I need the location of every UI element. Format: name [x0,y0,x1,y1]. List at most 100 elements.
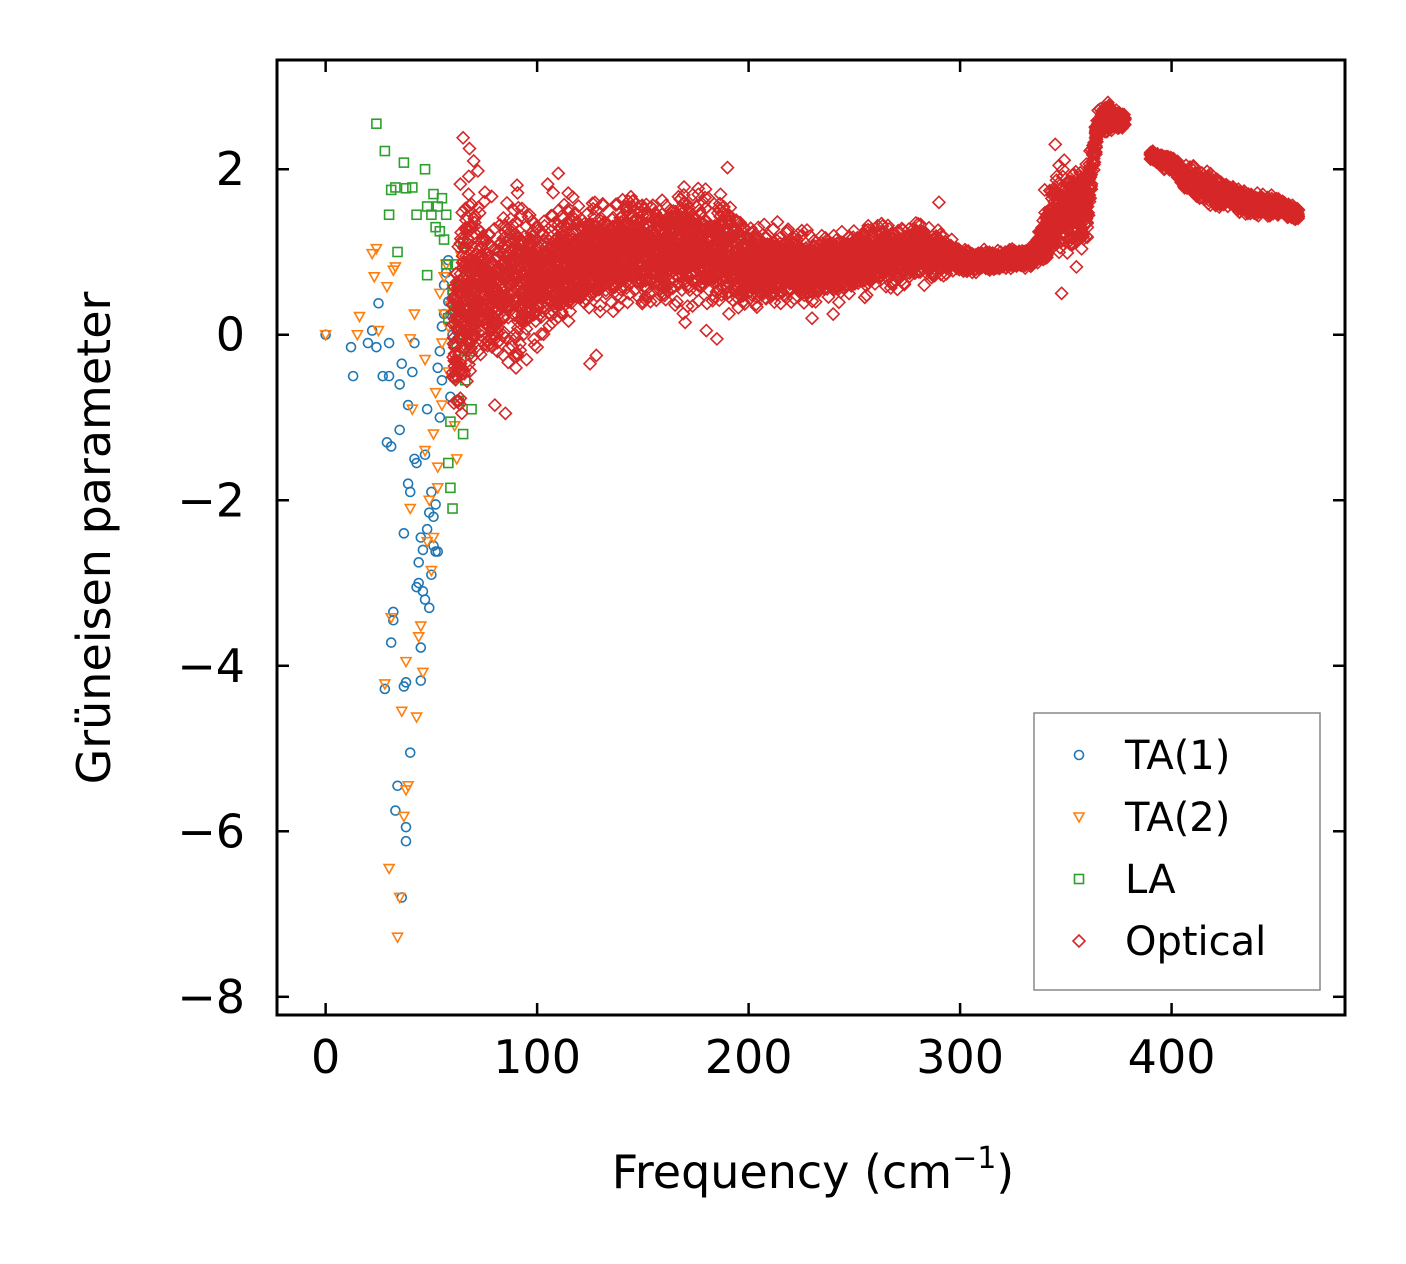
data-point [437,309,451,321]
data-point [418,445,432,458]
optical-point [705,272,720,287]
optical-point [447,290,462,306]
optical-point [635,214,650,229]
optical-point [775,285,790,300]
data-point [383,370,395,382]
optical-point [692,235,707,250]
optical-point [581,300,597,315]
data-point [431,483,445,495]
optical-point [519,251,534,266]
data-point [429,387,442,400]
optical-point [788,238,803,253]
optical-point [676,179,692,195]
optical-point [803,228,818,244]
data-point [400,182,412,194]
data-point [426,209,437,221]
optical-point [619,274,635,289]
data-point [436,374,448,386]
optical-point [834,224,850,239]
optical-point [1036,243,1052,259]
data-point [371,118,382,130]
optical-point [517,229,532,244]
optical-point [571,199,586,214]
data-point [408,309,421,321]
optical-point [1044,184,1059,199]
data-points-layer [319,95,1306,944]
data-point [435,400,449,412]
data-point [384,612,398,625]
optical-point [780,222,796,237]
optical-point [618,244,633,259]
data-point [362,337,374,349]
optical-point [552,264,568,279]
optical-point [1040,246,1055,262]
data-point [418,354,432,367]
optical-point [461,187,476,202]
data-point [379,145,391,157]
optical-point [567,259,582,275]
optical-point [446,330,461,346]
optical-point [632,271,647,286]
data-point [425,565,438,578]
data-point [430,499,441,510]
optical-point [917,278,932,293]
optical-point [713,187,728,202]
data-point [401,780,415,793]
optical-point [461,299,476,315]
optical-point [482,228,497,243]
optical-point [514,201,530,216]
data-point [400,835,412,847]
optical-point [792,268,807,284]
optical-point [542,305,557,321]
optical-point [633,204,648,219]
optical-point [648,205,663,220]
optical-point [464,345,479,361]
data-point [366,325,378,336]
optical-point [678,208,693,224]
optical-point [897,275,912,291]
data-point [435,338,449,350]
optical-point [448,266,463,281]
optical-point [656,272,672,287]
optical-point [673,192,688,207]
optical-point [731,300,746,315]
optical-point [859,288,874,303]
data-point [403,503,417,516]
data-point [420,536,434,549]
optical-point [483,305,498,321]
optical-point [464,294,479,309]
data-point [411,457,422,469]
optical-point [1070,185,1085,200]
data-point [410,712,423,724]
data-point [319,329,333,342]
optical-point [573,257,589,272]
optical-point [603,247,618,262]
data-point [466,403,477,415]
optical-point [800,273,815,288]
optical-point [500,297,516,312]
optical-point [536,327,551,342]
optical-point [796,295,812,310]
data-point [413,577,424,589]
optical-point [509,345,524,361]
optical-point [656,286,672,301]
optical-point [544,218,560,234]
data-point [419,449,431,461]
optical-point [794,278,810,293]
data-point [416,667,430,680]
data-point [436,192,448,204]
optical-point [525,244,540,259]
optical-point [477,337,492,353]
optical-point [1077,204,1092,219]
data-point [415,675,427,686]
optical-point [883,280,898,296]
data-point [399,656,413,669]
optical-point [839,278,854,294]
data-point [390,182,401,193]
data-point [379,683,391,695]
optical-point [1087,155,1102,170]
optical-point [628,242,643,258]
data-point [419,163,431,175]
data-point [413,557,424,568]
